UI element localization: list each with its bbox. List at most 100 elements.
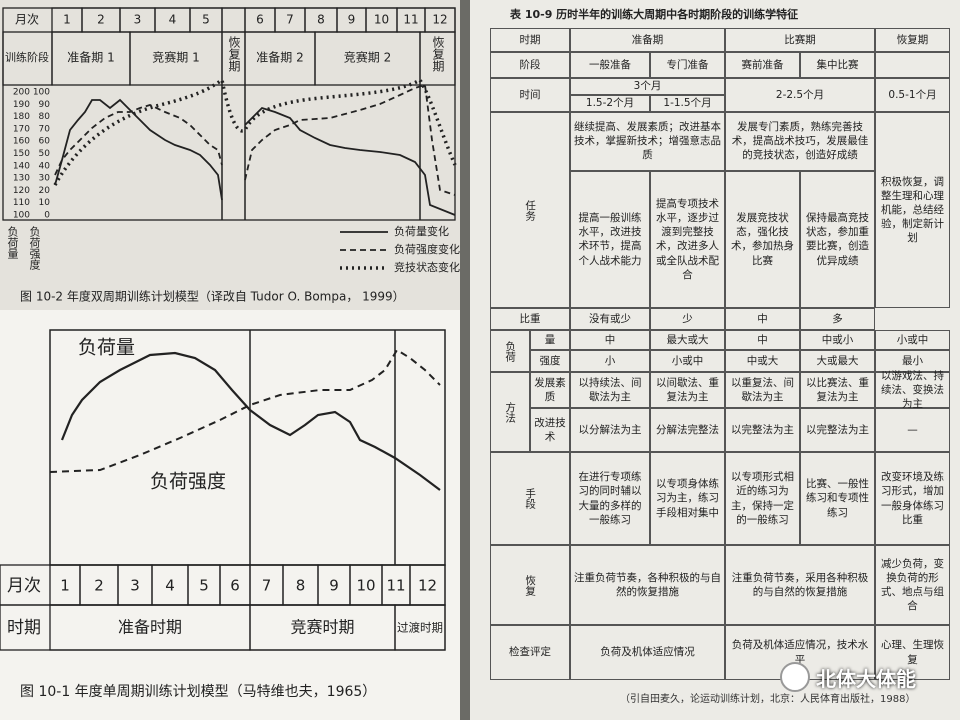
load-intensity-curve <box>49 348 441 473</box>
row-group: 方法 <box>490 372 530 452</box>
table-cell: 提高专项技术水平，逐步过渡到完整技术，改进多人或全队战术配合 <box>650 170 725 308</box>
table-cell: 中或小 <box>800 330 875 350</box>
table-cell: 大或最大 <box>800 350 875 372</box>
y-right-label: 40 <box>39 161 51 171</box>
table-cell: 注重负荷节奏，各种积极的与自然的恢复措施 <box>570 545 725 625</box>
table-cell: 最大或大 <box>650 330 725 350</box>
phase-header: 训练阶段 <box>5 50 49 64</box>
table-cell: 集中比赛 <box>800 52 875 78</box>
table-cell: 比赛、一般性练习和专项性练习 <box>800 452 875 545</box>
phase: 竞赛期 1 <box>152 50 199 65</box>
phase: 准备期 2 <box>256 51 303 65</box>
month: 7 <box>286 13 294 27</box>
row-label: 发展素质 <box>530 372 570 408</box>
axis-label: 负荷强度 <box>28 225 41 271</box>
y-left-label: 120 <box>13 186 30 196</box>
y-right-label: 50 <box>39 149 51 159</box>
y-left-label: 180 <box>13 112 30 122</box>
table-cell: 提高一般训练水平，改进技术环节，提高个人战术能力 <box>570 170 650 308</box>
table-page: 表 10-9 历时半年的训练大周期中各时期阶段的训练学特征 时期 准备期 比赛期 恢复期… <box>470 0 960 720</box>
month: 4 <box>169 13 177 27</box>
month: 12 <box>418 577 437 595</box>
form-curve <box>53 77 457 186</box>
table-cell: 小或中 <box>650 350 725 372</box>
phase: 竞赛期 2 <box>344 50 391 65</box>
y-left-label: 170 <box>13 124 30 134</box>
row-label: 手段 <box>490 452 570 545</box>
table-cell <box>875 52 950 78</box>
table-cell: 1-1.5个月 <box>650 95 725 112</box>
period-header: 时期 <box>7 618 41 638</box>
table-cell: 负荷及机体适应情况 <box>570 625 725 680</box>
month: 1 <box>60 577 70 595</box>
table-cell: — <box>875 408 950 452</box>
table-cell: 0.5-1个月 <box>875 78 950 112</box>
table-cell: 以完整法为主 <box>800 408 875 452</box>
table-cell: 没有或少 <box>570 308 650 330</box>
month: 3 <box>134 13 142 27</box>
month: 9 <box>348 13 356 27</box>
y-right-label: 70 <box>39 124 51 134</box>
table-cell: 少 <box>650 308 725 330</box>
legend-label: 负荷量变化 <box>394 224 449 238</box>
y-right-label: 0 <box>44 211 50 221</box>
load-volume-curve <box>54 98 223 201</box>
y-left-label: 150 <box>13 149 30 159</box>
month: 3 <box>130 577 140 595</box>
table-cell: 以游戏法、持续法、变换法为主 <box>875 370 950 410</box>
table-cell: 以分解法为主 <box>570 408 650 452</box>
periods-row <box>0 604 446 651</box>
load-volume-curve <box>244 106 456 216</box>
y-right-label: 90 <box>39 100 51 110</box>
table-cell: 以完整法为主 <box>725 408 800 452</box>
curve-label: 负荷强度 <box>150 471 226 493</box>
table-cell: 中或大 <box>725 350 800 372</box>
watermark-icon <box>780 662 810 692</box>
load-intensity-curve <box>54 104 223 176</box>
table-cell: 改变环境及练习形式，增加一般身体练习比重 <box>875 452 950 545</box>
row-label: 恢复 <box>490 545 570 625</box>
month: 2 <box>94 577 104 595</box>
table-cell: 比赛期 <box>725 28 875 52</box>
y-left-label: 190 <box>13 100 30 110</box>
y-left-label: 110 <box>13 198 30 208</box>
table-cell: 赛前准备 <box>725 52 800 78</box>
table-cell: 以比赛法、重复法为主 <box>800 372 875 408</box>
y-right-label: 30 <box>39 174 51 184</box>
month: 8 <box>317 13 325 27</box>
y-left-label: 200 <box>13 88 30 98</box>
table-cell: 小或中 <box>875 330 950 350</box>
load-intensity-curve <box>244 83 456 196</box>
row-label: 任务 <box>490 112 570 308</box>
table-cell: 保持最高竞技状态，参加重要比赛，创造优异成绩 <box>800 170 875 308</box>
period: 过渡时期 <box>397 621 443 635</box>
y-left-label: 160 <box>13 137 30 147</box>
month: 12 <box>432 13 447 27</box>
table-cell: 分解法完整法 <box>650 408 725 452</box>
phase-cell <box>419 31 456 86</box>
month: 11 <box>403 13 418 27</box>
caption: 图 10-2 年度双周期训练计划模型（译改自 Tudor O. Bompa， 1… <box>20 289 405 304</box>
row-label: 时期 <box>490 28 570 52</box>
curve-label: 负荷量 <box>78 337 135 359</box>
month: 6 <box>256 13 264 27</box>
row-label: 阶段 <box>490 52 570 78</box>
y-right-label: 20 <box>39 186 51 196</box>
curves <box>53 77 457 216</box>
table-cell: 继续提高、发展素质；改进基本技术，掌握新技术；增强意志品质 <box>570 112 725 171</box>
table-cell: 减少负荷，变换负荷的形式、地点与组合 <box>875 545 950 625</box>
chart-frame <box>49 329 446 566</box>
table-cell: 恢复期 <box>875 28 950 52</box>
table-cell: 注重负荷节奏，采用各种积极的与自然的恢复措施 <box>725 545 875 625</box>
month: 9 <box>329 577 339 595</box>
phase: 恢复期 <box>227 36 241 72</box>
row-label: 量 <box>530 330 570 350</box>
table-cell: 多 <box>800 308 875 330</box>
month: 5 <box>202 13 210 27</box>
table-cell: 发展专门素质，熟练完善技术，提高战术技巧，发展最佳的竞技状态，创造好成绩 <box>725 112 875 171</box>
month: 10 <box>374 13 389 27</box>
table-cell: 心理、生理恢复 <box>875 625 950 680</box>
y-left-label: 100 <box>13 211 30 221</box>
table-cell: 以专项身体练习为主，练习手段相对集中 <box>650 452 725 545</box>
